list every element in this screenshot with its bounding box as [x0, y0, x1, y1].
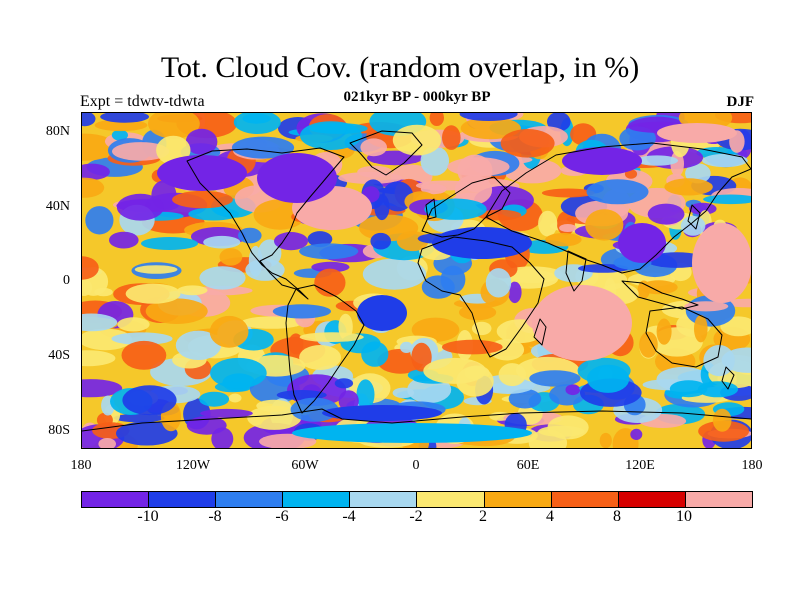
lon-label-120w: 120W [175, 458, 211, 473]
colorbar-box [149, 492, 217, 507]
colorbar-box [216, 492, 284, 507]
colorbar-label: -6 [275, 508, 289, 525]
colorbar-label: -2 [409, 508, 423, 525]
colorbar-label: 4 [546, 508, 554, 525]
colorbar-box [82, 492, 150, 507]
lon-label-0: 0 [412, 458, 420, 473]
colorbar-label: -10 [137, 508, 159, 525]
colorbar-label: -4 [342, 508, 356, 525]
season-label: DJF [726, 94, 755, 110]
colorbar-box [283, 492, 351, 507]
map-panel [81, 112, 752, 449]
colorbar-label: 2 [479, 508, 487, 525]
colorbar-box [551, 492, 619, 507]
lat-label-40n: 40N [45, 199, 70, 214]
colorbar [81, 491, 753, 508]
lat-label-40s: 40S [48, 348, 70, 363]
lon-label-60e: 60E [516, 458, 540, 473]
lat-label-80s: 80S [48, 423, 70, 438]
coastlines [82, 130, 751, 432]
map-subtitle: 021kyr BP - 000kyr BP [343, 89, 491, 105]
colorbar-label: -8 [208, 508, 222, 525]
colorbar-box [484, 492, 552, 507]
map-title: Tot. Cloud Cov. (random overlap, in %) [160, 51, 640, 84]
lon-label-60w: 60W [291, 458, 319, 473]
colorbar-label: 10 [676, 508, 692, 525]
colorbar-label: 8 [613, 508, 621, 525]
experiment-label: Expt = tdwtv-tdwta [80, 93, 205, 110]
colorbar-box [618, 492, 686, 507]
colorbar-box [417, 492, 485, 507]
lat-label-80n: 80N [45, 124, 70, 139]
lon-label-180e: 180 [741, 458, 763, 473]
lon-label-120e: 120E [625, 458, 655, 473]
world-map-icon [82, 113, 751, 448]
colorbar-box [685, 492, 752, 507]
lat-label-0: 0 [63, 273, 70, 288]
colorbar-box [350, 492, 418, 507]
cloud-field [82, 113, 751, 448]
lon-label-180w: 180 [70, 458, 92, 473]
